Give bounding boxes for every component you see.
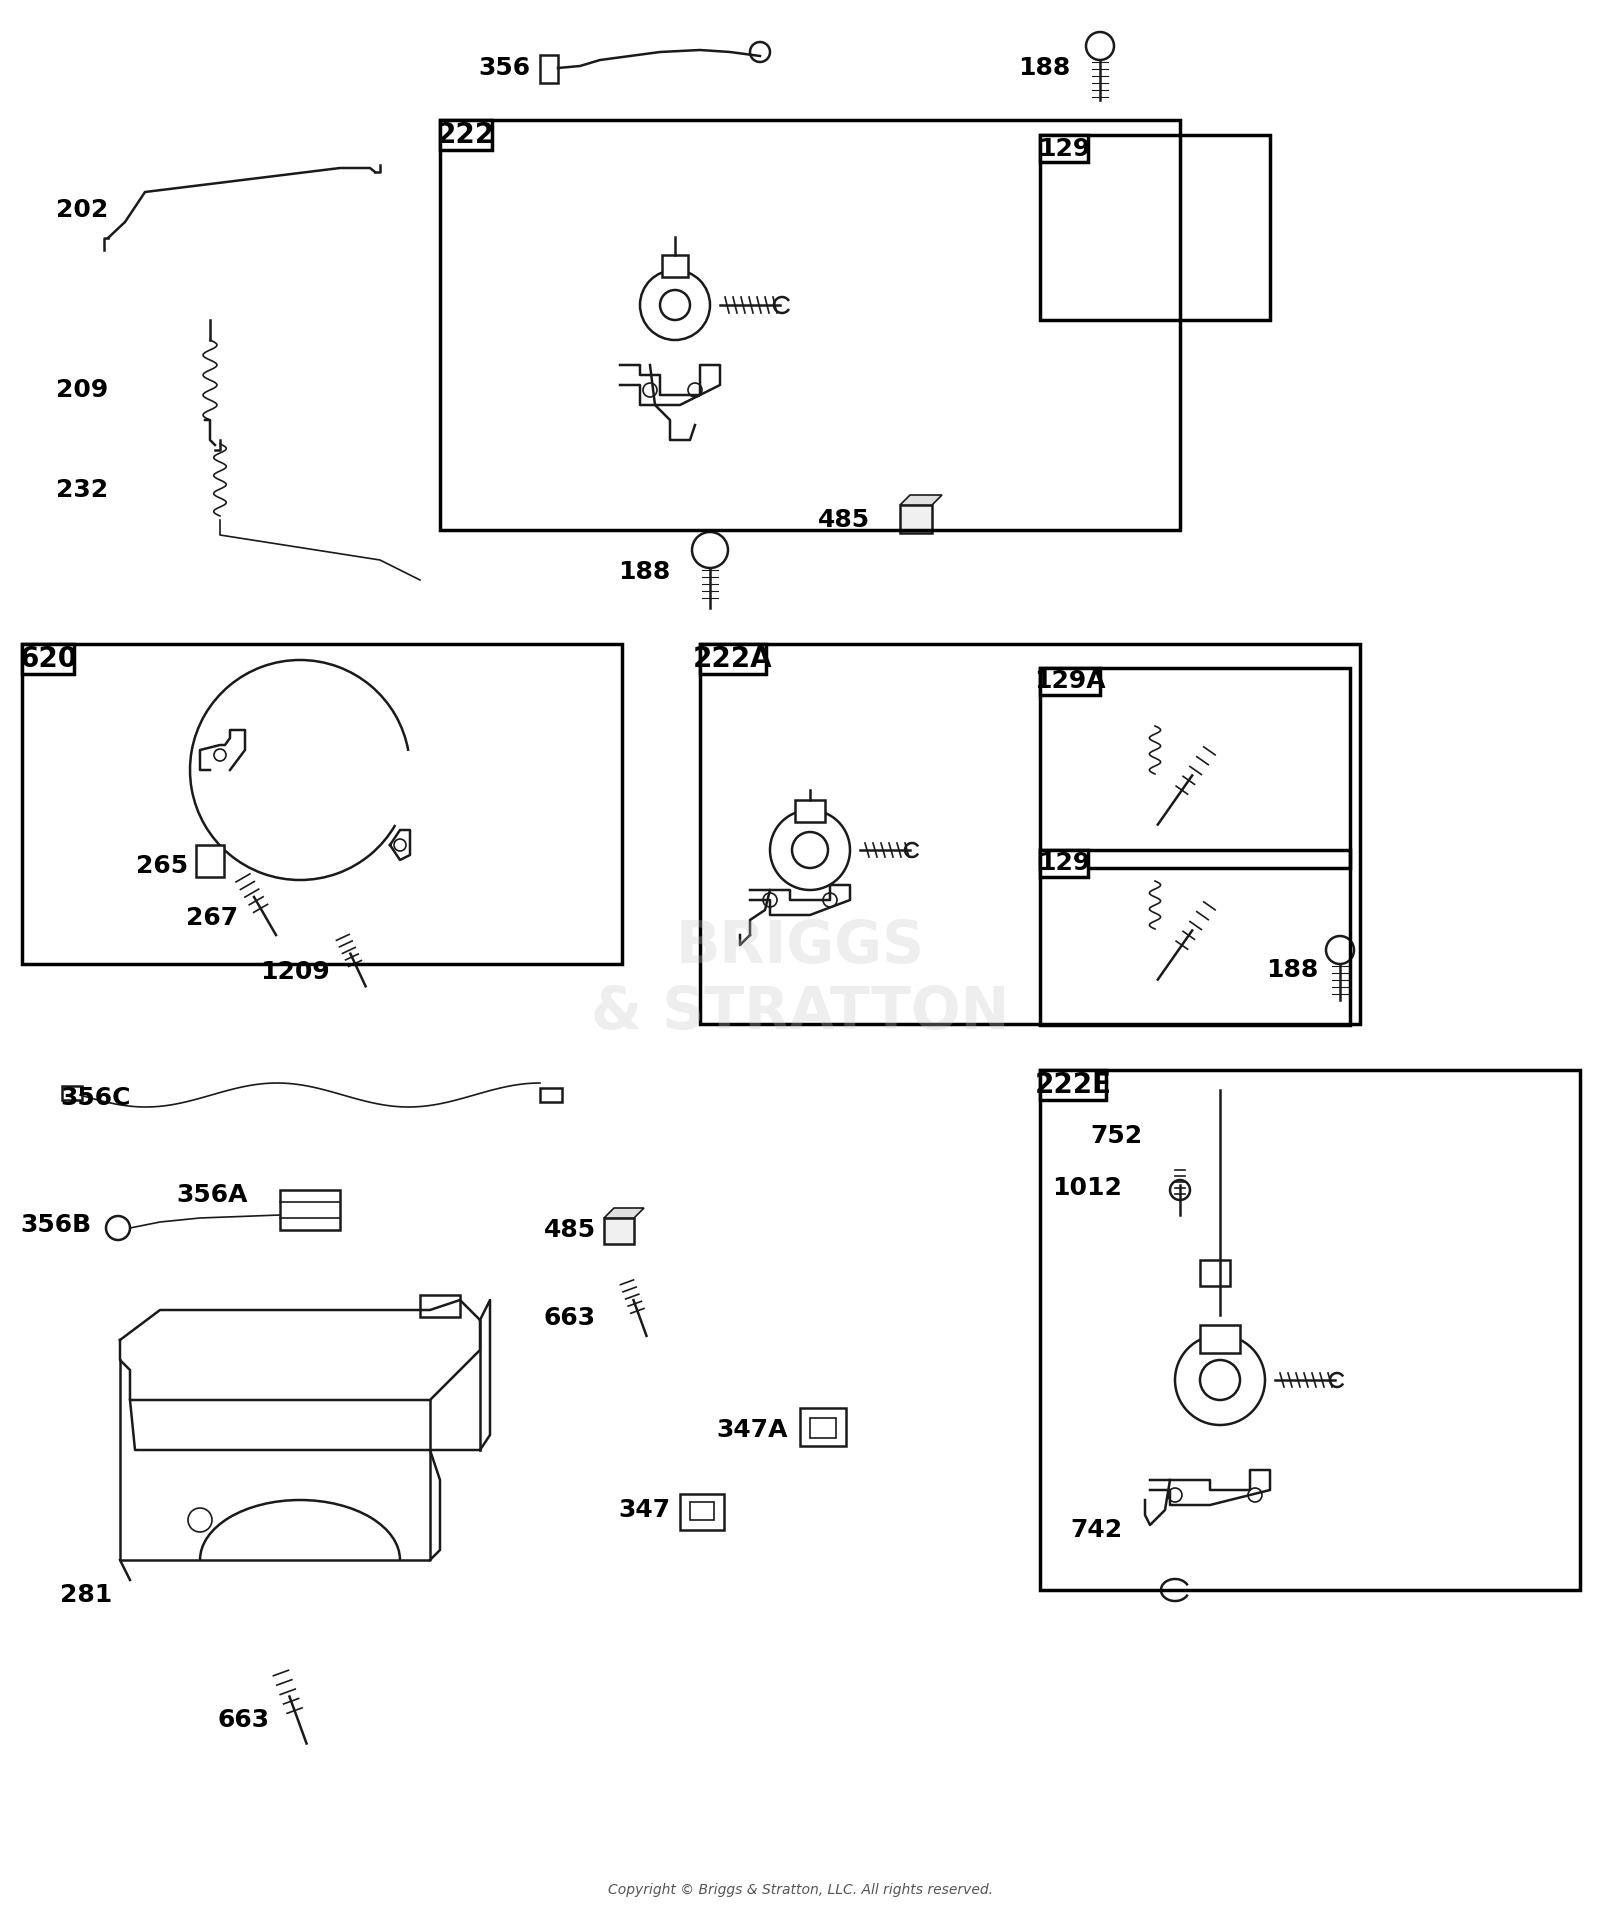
Bar [795, 801, 826, 822]
Bar [1040, 851, 1088, 877]
Bar [701, 643, 1360, 1023]
Bar [1200, 1325, 1240, 1354]
Text: Copyright © Briggs & Stratton, LLC. All rights reserved.: Copyright © Briggs & Stratton, LLC. All … [608, 1884, 992, 1897]
Text: 129: 129 [1038, 851, 1090, 876]
Text: 265: 265 [136, 854, 189, 877]
Text: 742: 742 [1070, 1519, 1122, 1542]
Bar [440, 119, 493, 150]
Text: 202: 202 [56, 198, 109, 223]
Text: 129A: 129A [1034, 670, 1106, 693]
Bar [1040, 1069, 1581, 1590]
Text: 232: 232 [56, 478, 109, 501]
Bar [701, 643, 766, 674]
Text: 663: 663 [218, 1709, 270, 1732]
Circle shape [1174, 1334, 1266, 1425]
Circle shape [750, 42, 770, 61]
Bar [62, 1087, 82, 1100]
Bar [899, 505, 931, 534]
Polygon shape [899, 495, 942, 505]
Circle shape [1170, 1181, 1190, 1200]
Bar [690, 1501, 714, 1521]
Bar [541, 1089, 562, 1102]
Text: 1209: 1209 [261, 960, 330, 983]
Bar [662, 255, 688, 276]
Text: 485: 485 [544, 1217, 595, 1242]
Text: 188: 188 [618, 561, 670, 584]
Text: 1012: 1012 [1053, 1175, 1122, 1200]
Polygon shape [605, 1208, 643, 1217]
Text: 356: 356 [478, 56, 530, 81]
Bar [1040, 668, 1350, 868]
Bar [419, 1294, 461, 1317]
Text: 267: 267 [186, 906, 238, 929]
Text: 485: 485 [818, 509, 870, 532]
Text: 281: 281 [61, 1582, 112, 1607]
Text: 347A: 347A [717, 1419, 787, 1442]
Bar [1040, 668, 1101, 695]
Circle shape [770, 810, 850, 891]
Circle shape [1326, 937, 1354, 964]
Text: 620: 620 [19, 645, 77, 674]
Bar [280, 1190, 339, 1231]
Text: 356A: 356A [176, 1183, 248, 1208]
Text: 347: 347 [618, 1498, 670, 1523]
Text: 752: 752 [1090, 1123, 1142, 1148]
Text: 129: 129 [1038, 136, 1090, 161]
Bar [22, 643, 74, 674]
Text: 222A: 222A [693, 645, 773, 674]
Text: 188: 188 [1266, 958, 1318, 981]
Bar [195, 845, 224, 877]
Text: 356B: 356B [21, 1213, 93, 1236]
Bar [541, 56, 558, 83]
Bar [1040, 134, 1270, 321]
Text: 188: 188 [1018, 56, 1070, 81]
Text: 663: 663 [544, 1306, 595, 1331]
Circle shape [106, 1215, 130, 1240]
Bar [1040, 134, 1088, 161]
Bar [810, 1419, 835, 1438]
Bar [605, 1217, 634, 1244]
Bar [1040, 1069, 1106, 1100]
Bar [800, 1407, 846, 1446]
Text: BRIGGS
& STRATTON: BRIGGS & STRATTON [590, 918, 1010, 1041]
Text: 356C: 356C [61, 1087, 131, 1110]
Bar [1200, 1260, 1230, 1286]
Text: 222E: 222E [1035, 1071, 1112, 1098]
Bar [680, 1494, 723, 1530]
Bar [1040, 851, 1350, 1025]
Text: 222: 222 [437, 121, 494, 150]
Circle shape [1086, 33, 1114, 60]
Text: 209: 209 [56, 378, 109, 401]
Circle shape [640, 271, 710, 340]
Circle shape [691, 532, 728, 568]
Bar [22, 643, 622, 964]
Bar [440, 119, 1181, 530]
